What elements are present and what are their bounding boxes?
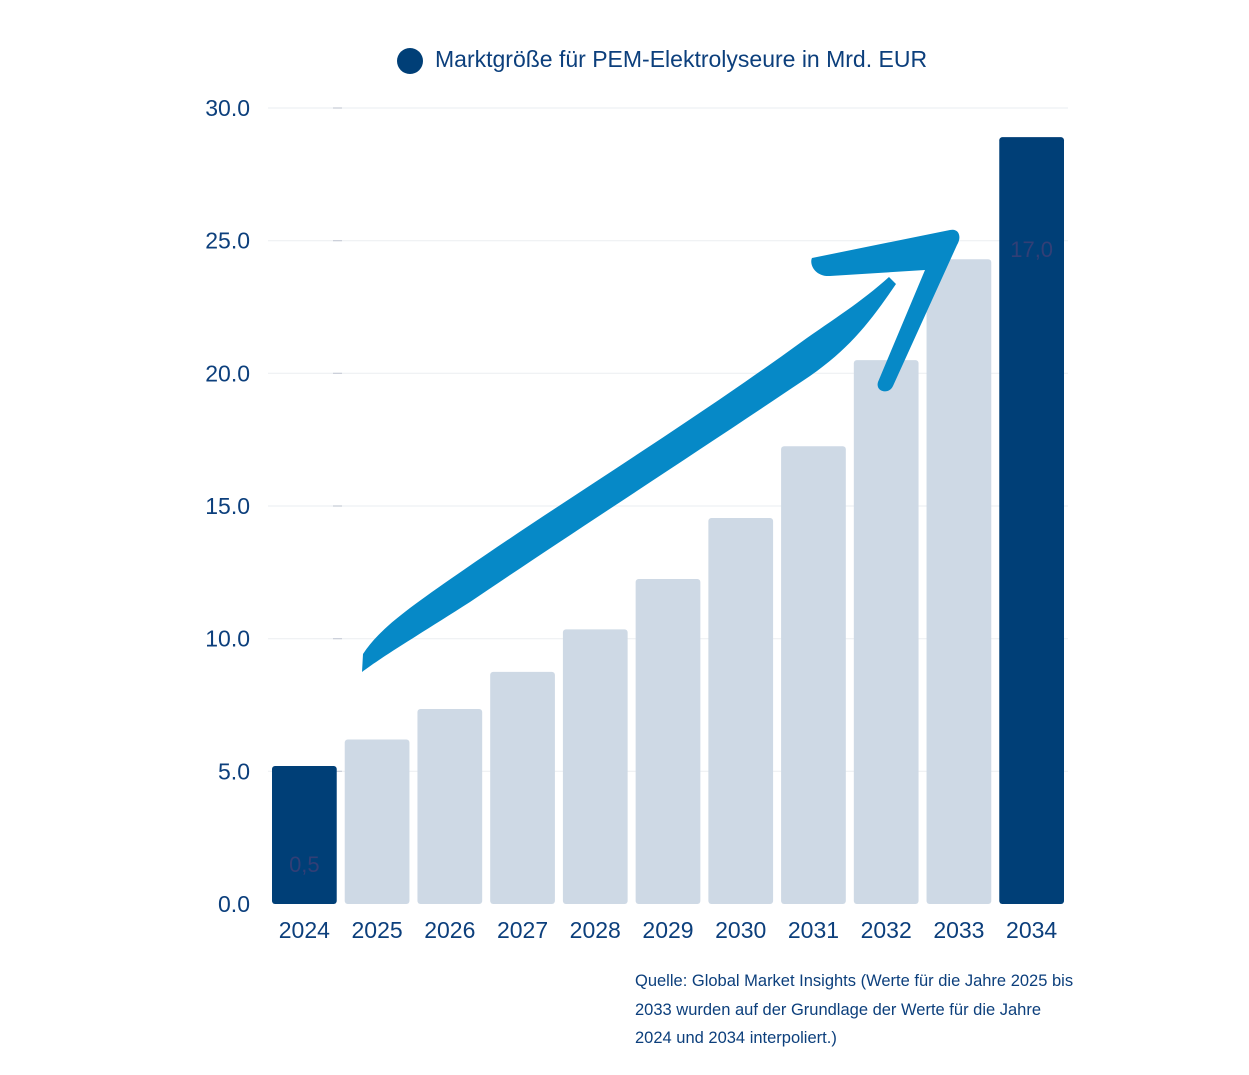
bar-2026 [417,708,483,904]
y-tick-label: 20.0 [205,360,250,386]
bar-2028 [562,629,628,904]
y-tick-label: 15.0 [205,493,250,519]
source-note: Quelle: Global Market Insights (Werte fü… [635,972,1074,1047]
y-axis-ticks: 0.0 5.0 10.0 15.0 20.0 25.0 30.0 [205,95,250,917]
y-tick-label: 5.0 [218,758,250,784]
y-tick-label: 0.0 [218,891,250,917]
bar-2027 [490,671,555,904]
x-tick-label: 2029 [642,917,693,943]
x-tick-label: 2025 [352,917,403,943]
bar-2032 [853,360,919,905]
trend-arrow-shaft [362,277,896,672]
y-tick-label: 25.0 [205,228,250,254]
chart-legend: Marktgröße für PEM-Elektrolyseure in Mrd… [397,46,927,74]
bar-2033 [926,259,992,904]
legend-swatch [397,48,423,74]
x-tick-label: 2027 [497,917,548,943]
x-tick-label: 2024 [279,917,330,943]
bars [272,137,1064,905]
legend-label: Marktgröße für PEM-Elektrolyseure in Mrd… [435,46,927,72]
bar-2024 [272,766,337,904]
data-label-2024: 0,5 [289,852,320,877]
x-tick-label: 2030 [715,917,766,943]
x-tick-label: 2028 [570,917,621,943]
x-tick-label: 2026 [424,917,475,943]
x-tick-label: 2033 [933,917,984,943]
y-tick-label: 30.0 [205,95,250,121]
bar-2025 [344,739,410,904]
trend-arrow [362,229,960,672]
data-labels: 0,5 17,0 [289,237,1053,877]
x-tick-label: 2031 [788,917,839,943]
bar-2034 [999,137,1064,905]
bar-2029 [635,578,701,904]
x-axis-ticks: 2024 2025 2026 2027 2028 2029 2030 2031 2032 2033… [279,917,1058,943]
x-tick-label: 2034 [1006,917,1057,943]
y-tick-label: 10.0 [205,626,250,652]
bar-2031 [781,446,846,904]
data-label-2034: 17,0 [1010,237,1053,262]
x-tick-label: 2032 [861,917,912,943]
trend-arrow-head [811,229,960,392]
bar-2030 [708,517,774,904]
